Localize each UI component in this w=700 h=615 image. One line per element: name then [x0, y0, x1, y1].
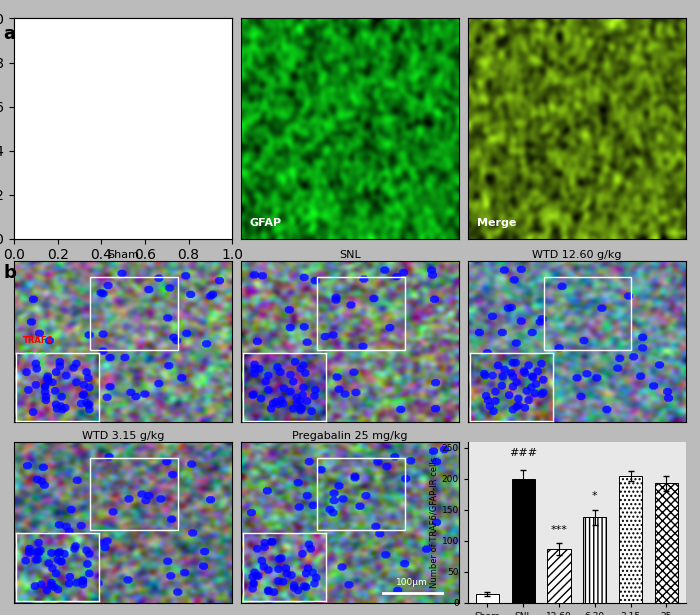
Bar — [512, 479, 535, 603]
Text: TRAF6: TRAF6 — [22, 218, 63, 228]
Text: GFAP: GFAP — [250, 218, 282, 228]
Bar — [90, 458, 178, 530]
Text: GFAP: GFAP — [22, 352, 47, 361]
Bar — [583, 517, 606, 603]
Bar — [317, 277, 405, 350]
Title: SNL: SNL — [339, 250, 361, 260]
Title: Sham: Sham — [107, 250, 139, 260]
Bar — [619, 475, 642, 603]
Bar — [654, 483, 678, 603]
Y-axis label: Number of TRAF6/GFAP-IR cells: Number of TRAF6/GFAP-IR cells — [430, 456, 439, 588]
Title: WTD 3.15 g/kg: WTD 3.15 g/kg — [82, 431, 164, 441]
Text: ***: *** — [551, 525, 568, 535]
Bar — [547, 549, 570, 603]
Text: TRAF6: TRAF6 — [22, 336, 53, 345]
Bar — [317, 458, 405, 530]
Text: a: a — [4, 25, 15, 42]
Bar — [90, 277, 178, 350]
Text: DAPI: DAPI — [22, 368, 46, 377]
Bar — [544, 277, 631, 350]
Text: 100μm: 100μm — [396, 577, 428, 587]
Text: Merge: Merge — [477, 218, 516, 228]
Text: b: b — [4, 264, 16, 282]
Bar — [476, 594, 499, 603]
Text: *: * — [592, 491, 598, 501]
Text: ###: ### — [509, 448, 538, 458]
Title: Pregabalin 25 mg/kg: Pregabalin 25 mg/kg — [293, 431, 407, 441]
Title: WTD 12.60 g/kg: WTD 12.60 g/kg — [532, 250, 622, 260]
Text: 20μm: 20μm — [153, 202, 181, 212]
